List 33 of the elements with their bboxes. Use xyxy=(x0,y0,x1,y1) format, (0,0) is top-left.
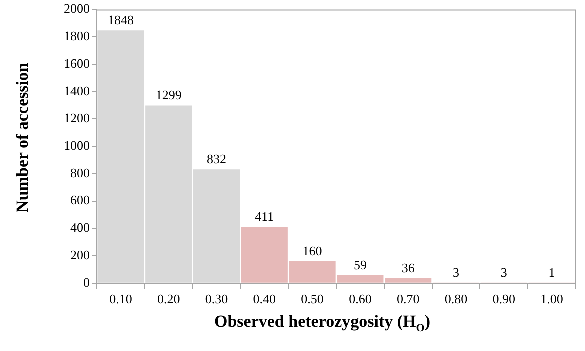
x-tick-label: 0.80 xyxy=(444,292,468,307)
data-label: 3 xyxy=(500,264,508,280)
y-tick-label: 600 xyxy=(70,192,90,208)
x-tick-label: 0.40 xyxy=(253,292,276,307)
y-tick-label: 200 xyxy=(70,247,90,262)
data-label: 3 xyxy=(453,264,460,280)
y-tick-label: 1200 xyxy=(64,110,90,126)
data-label: 160 xyxy=(302,243,322,258)
y-tick-label: 0 xyxy=(84,274,90,290)
data-label: 36 xyxy=(402,260,416,276)
x-tick-label: 1.00 xyxy=(540,292,564,307)
x-tick-label: 0.30 xyxy=(205,292,228,307)
y-tick-label: 1000 xyxy=(64,138,90,154)
data-label: 1 xyxy=(548,265,556,280)
x-axis-title: Observed heterozygosity (H$_{O}$) xyxy=(214,312,432,334)
data-label: 1299 xyxy=(156,88,182,103)
x-tick-label: 0.50 xyxy=(301,292,324,307)
y-axis-title: Number of accession xyxy=(13,62,33,215)
x-tick-label: 0.20 xyxy=(157,292,180,307)
x-tick-label: 0.10 xyxy=(110,292,132,307)
y-tick-label: 2000 xyxy=(64,1,90,16)
x-tick-label: 0.90 xyxy=(492,292,516,307)
y-tick-label: 400 xyxy=(70,220,90,236)
y-tick-label: 1400 xyxy=(64,83,90,98)
y-tick-label: 1600 xyxy=(64,56,90,71)
y-tick-label: 1800 xyxy=(64,28,90,44)
data-label: 411 xyxy=(255,209,274,224)
x-tick-label: 0.70 xyxy=(396,292,420,307)
data-label: 832 xyxy=(207,152,226,167)
y-tick-label: 800 xyxy=(70,165,90,180)
x-tick-label: 0.60 xyxy=(349,292,372,307)
data-label: 59 xyxy=(354,257,367,272)
data-label: 1848 xyxy=(108,12,134,28)
